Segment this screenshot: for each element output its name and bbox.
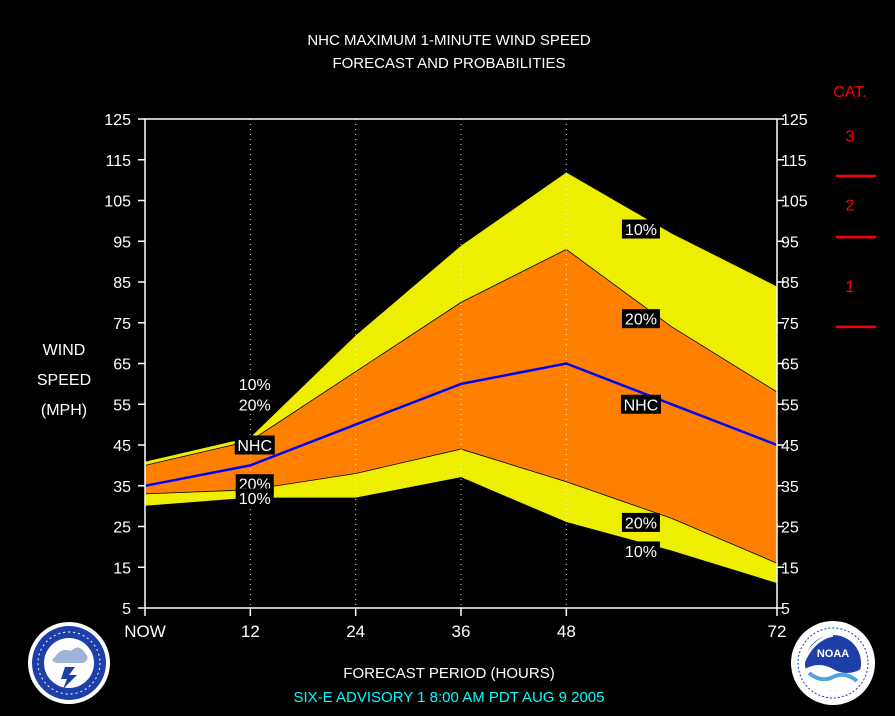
annotation-box-5: [621, 219, 660, 239]
annotation-label-7: NHC: [624, 397, 659, 414]
x-tick-label-36: 36: [452, 622, 471, 641]
x-axis-label: FORECAST PERIOD (HOURS): [343, 665, 554, 682]
y-tick-label-left-65: 65: [113, 357, 131, 374]
nws-logo-icon: [28, 622, 110, 704]
annotation-label-6: 20%: [625, 312, 657, 329]
y-axis-label-line-3: (MPH): [41, 402, 87, 419]
y-tick-label-left-55: 55: [113, 397, 131, 414]
annotation-box-2: [234, 435, 275, 455]
y-tick-label-left-115: 115: [105, 153, 131, 170]
y-tick-label-right-65: 65: [781, 357, 799, 374]
y-tick-label-right-55: 55: [781, 397, 799, 414]
annotation-box-4: [235, 488, 274, 508]
y-tick-label-right-105: 105: [781, 194, 808, 211]
annotation-label-0: 10%: [239, 377, 271, 394]
chart-title: NHC MAXIMUM 1-MINUTE WIND SPEED: [307, 32, 591, 49]
y-tick-label-right-45: 45: [781, 438, 799, 455]
y-tick-label-left-45: 45: [113, 438, 131, 455]
y-tick-label-left-125: 125: [104, 112, 131, 129]
y-tick-label-left-105: 105: [104, 194, 131, 211]
annotation-box-7: [620, 394, 661, 414]
y-tick-label-left-25: 25: [113, 520, 131, 537]
y-tick-label-right-35: 35: [781, 479, 799, 496]
annotation-box-0: [235, 374, 274, 394]
annotation-box-6: [621, 309, 660, 329]
y-axis-label-line-2: SPEED: [37, 372, 91, 389]
annotation-box-9: [621, 541, 660, 561]
x-tick-label-0: NOW: [124, 622, 166, 641]
category-label-2: 2: [846, 198, 855, 215]
y-tick-label-left-75: 75: [113, 316, 131, 333]
y-tick-label-right-115: 115: [781, 153, 807, 170]
x-tick-label-48: 48: [557, 622, 576, 641]
y-tick-label-right-95: 95: [781, 234, 799, 251]
noaa-logo-icon: NOAA: [791, 621, 875, 705]
y-axis-label-line-1: WIND: [43, 342, 86, 359]
annotation-label-1: 20%: [239, 397, 271, 414]
y-tick-label-left-15: 15: [113, 560, 131, 577]
chart-subtitle: FORECAST AND PROBABILITIES: [332, 55, 565, 72]
band-20-percent: [145, 249, 777, 564]
y-tick-label-right-25: 25: [781, 520, 799, 537]
y-tick-label-left-95: 95: [113, 234, 131, 251]
noaa-logo-text: NOAA: [817, 648, 849, 660]
category-scale-title: CAT.: [833, 84, 866, 101]
category-label-3: 3: [846, 128, 855, 145]
advisory-footer: SIX-E ADVISORY 1 8:00 AM PDT AUG 9 2005: [294, 689, 605, 706]
x-tick-label-24: 24: [346, 622, 365, 641]
annotation-box-1: [235, 394, 274, 414]
x-tick-label-12: 12: [241, 622, 260, 641]
annotation-label-4: 10%: [239, 491, 271, 508]
y-tick-label-right-5: 5: [781, 601, 790, 618]
y-tick-label-left-85: 85: [113, 275, 131, 292]
annotation-label-2: NHC: [237, 438, 272, 455]
annotation-box-8: [621, 512, 660, 532]
y-tick-label-right-125: 125: [781, 112, 808, 129]
y-tick-label-left-35: 35: [113, 479, 131, 496]
annotation-label-8: 20%: [625, 515, 657, 532]
series-line-nhc: [144, 362, 778, 488]
y-tick-label-right-75: 75: [781, 316, 799, 333]
y-tick-label-right-15: 15: [781, 560, 799, 577]
y-tick-label-right-85: 85: [781, 275, 799, 292]
y-tick-label-left-5: 5: [122, 601, 131, 618]
annotation-label-5: 10%: [625, 222, 657, 239]
annotation-box-3: [235, 474, 274, 494]
x-tick-label-72: 72: [768, 622, 787, 641]
annotation-label-9: 10%: [625, 544, 657, 561]
category-label-1: 1: [846, 279, 855, 296]
